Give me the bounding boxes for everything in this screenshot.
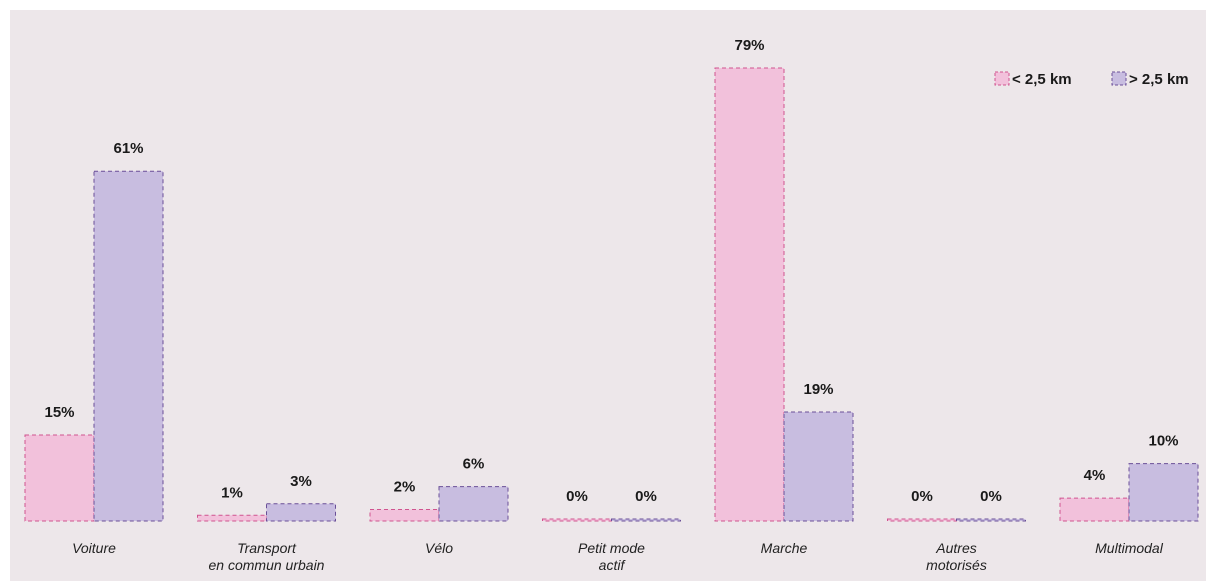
category-label-2: Transport en commun urbain xyxy=(209,540,325,573)
bar-long-5 xyxy=(783,411,854,522)
bar-short-4 xyxy=(542,518,612,522)
category-label-1: Voiture xyxy=(72,540,116,556)
bar-short-6 xyxy=(887,518,957,522)
bar-short-5 xyxy=(714,67,785,522)
bar-long-4 xyxy=(611,518,681,522)
value-label-long-7: 10% xyxy=(1148,433,1178,450)
value-label-long-3: 6% xyxy=(463,456,485,473)
bar-long-2 xyxy=(266,503,336,522)
bar-long-6 xyxy=(956,518,1026,522)
value-label-long-4: 0% xyxy=(635,488,657,505)
value-label-long-5: 19% xyxy=(803,381,833,398)
category-label-5: Marche xyxy=(761,540,808,556)
bar-short-3 xyxy=(369,509,440,522)
bar-long-1 xyxy=(93,170,164,522)
category-label-4: Petit mode actif xyxy=(578,540,645,573)
value-label-short-2: 1% xyxy=(221,484,243,501)
value-label-long-1: 61% xyxy=(113,140,143,157)
value-label-short-4: 0% xyxy=(566,488,588,505)
value-label-short-3: 2% xyxy=(394,479,416,496)
category-label-3: Vélo xyxy=(425,540,453,556)
legend-label-short: < 2,5 km xyxy=(1012,71,1072,88)
bar-short-7 xyxy=(1059,497,1130,522)
value-label-short-6: 0% xyxy=(911,488,933,505)
legend-swatch-short xyxy=(994,71,1010,86)
category-label-6: Autres motorisés xyxy=(926,540,987,573)
value-label-short-7: 4% xyxy=(1084,467,1106,484)
legend-label-long: > 2,5 km xyxy=(1129,71,1189,88)
legend-swatch-long xyxy=(1111,71,1127,86)
bar-long-7 xyxy=(1128,463,1199,522)
category-label-7: Multimodal xyxy=(1095,540,1164,556)
chart-frame xyxy=(10,10,1206,581)
value-label-long-2: 3% xyxy=(290,473,312,490)
value-label-short-1: 15% xyxy=(44,404,74,421)
value-label-short-5: 79% xyxy=(734,37,764,54)
bar-short-1 xyxy=(24,434,95,522)
bar-long-3 xyxy=(438,486,509,522)
value-label-long-6: 0% xyxy=(980,488,1002,505)
bar-short-2 xyxy=(197,514,267,522)
